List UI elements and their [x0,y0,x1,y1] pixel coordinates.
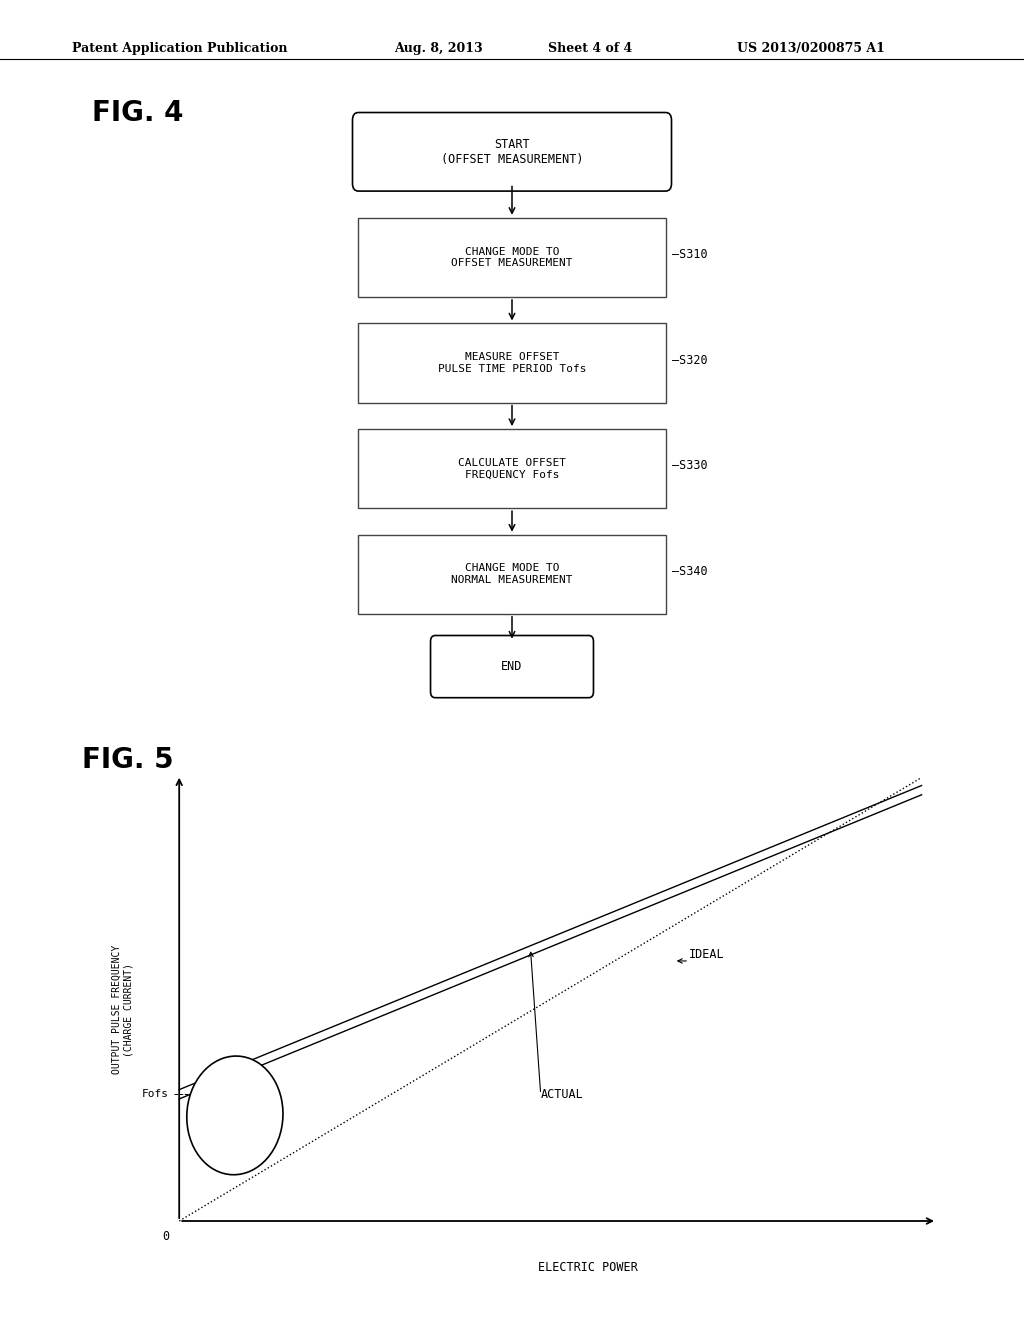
Text: Aug. 8, 2013: Aug. 8, 2013 [394,42,483,55]
Text: —S310: —S310 [672,248,708,261]
Text: IDEAL: IDEAL [689,948,725,961]
Text: ELECTRIC POWER: ELECTRIC POWER [538,1261,637,1274]
Text: 0: 0 [162,1230,169,1243]
Text: OUTPUT PULSE FREQUENCY
(CHARGE CURRENT): OUTPUT PULSE FREQUENCY (CHARGE CURRENT) [112,945,134,1074]
Text: CALCULATE OFFSET
FREQUENCY Fofs: CALCULATE OFFSET FREQUENCY Fofs [458,458,566,479]
Text: —S330: —S330 [672,459,708,473]
Text: FIG. 4: FIG. 4 [92,99,183,127]
Bar [358,323,666,403]
Ellipse shape [186,1056,283,1175]
Text: ACTUAL: ACTUAL [541,1088,584,1101]
Text: END: END [502,660,522,673]
Text: —S340: —S340 [672,565,708,578]
Text: CHANGE MODE TO
NORMAL MEASUREMENT: CHANGE MODE TO NORMAL MEASUREMENT [452,564,572,585]
Bar [358,429,666,508]
Text: —S320: —S320 [672,354,708,367]
Bar [358,218,666,297]
Text: MEASURE OFFSET
PULSE TIME PERIOD Tofs: MEASURE OFFSET PULSE TIME PERIOD Tofs [437,352,587,374]
Text: Sheet 4 of 4: Sheet 4 of 4 [548,42,632,55]
Text: Patent Application Publication: Patent Application Publication [72,42,287,55]
Text: US 2013/0200875 A1: US 2013/0200875 A1 [737,42,885,55]
FancyBboxPatch shape [430,635,594,698]
Text: Fofs: Fofs [142,1089,169,1100]
Text: FIG. 5: FIG. 5 [82,746,173,774]
Bar [358,535,666,614]
Text: CHANGE MODE TO
OFFSET MEASUREMENT: CHANGE MODE TO OFFSET MEASUREMENT [452,247,572,268]
Text: START
(OFFSET MEASUREMENT): START (OFFSET MEASUREMENT) [440,137,584,166]
FancyBboxPatch shape [352,112,672,191]
